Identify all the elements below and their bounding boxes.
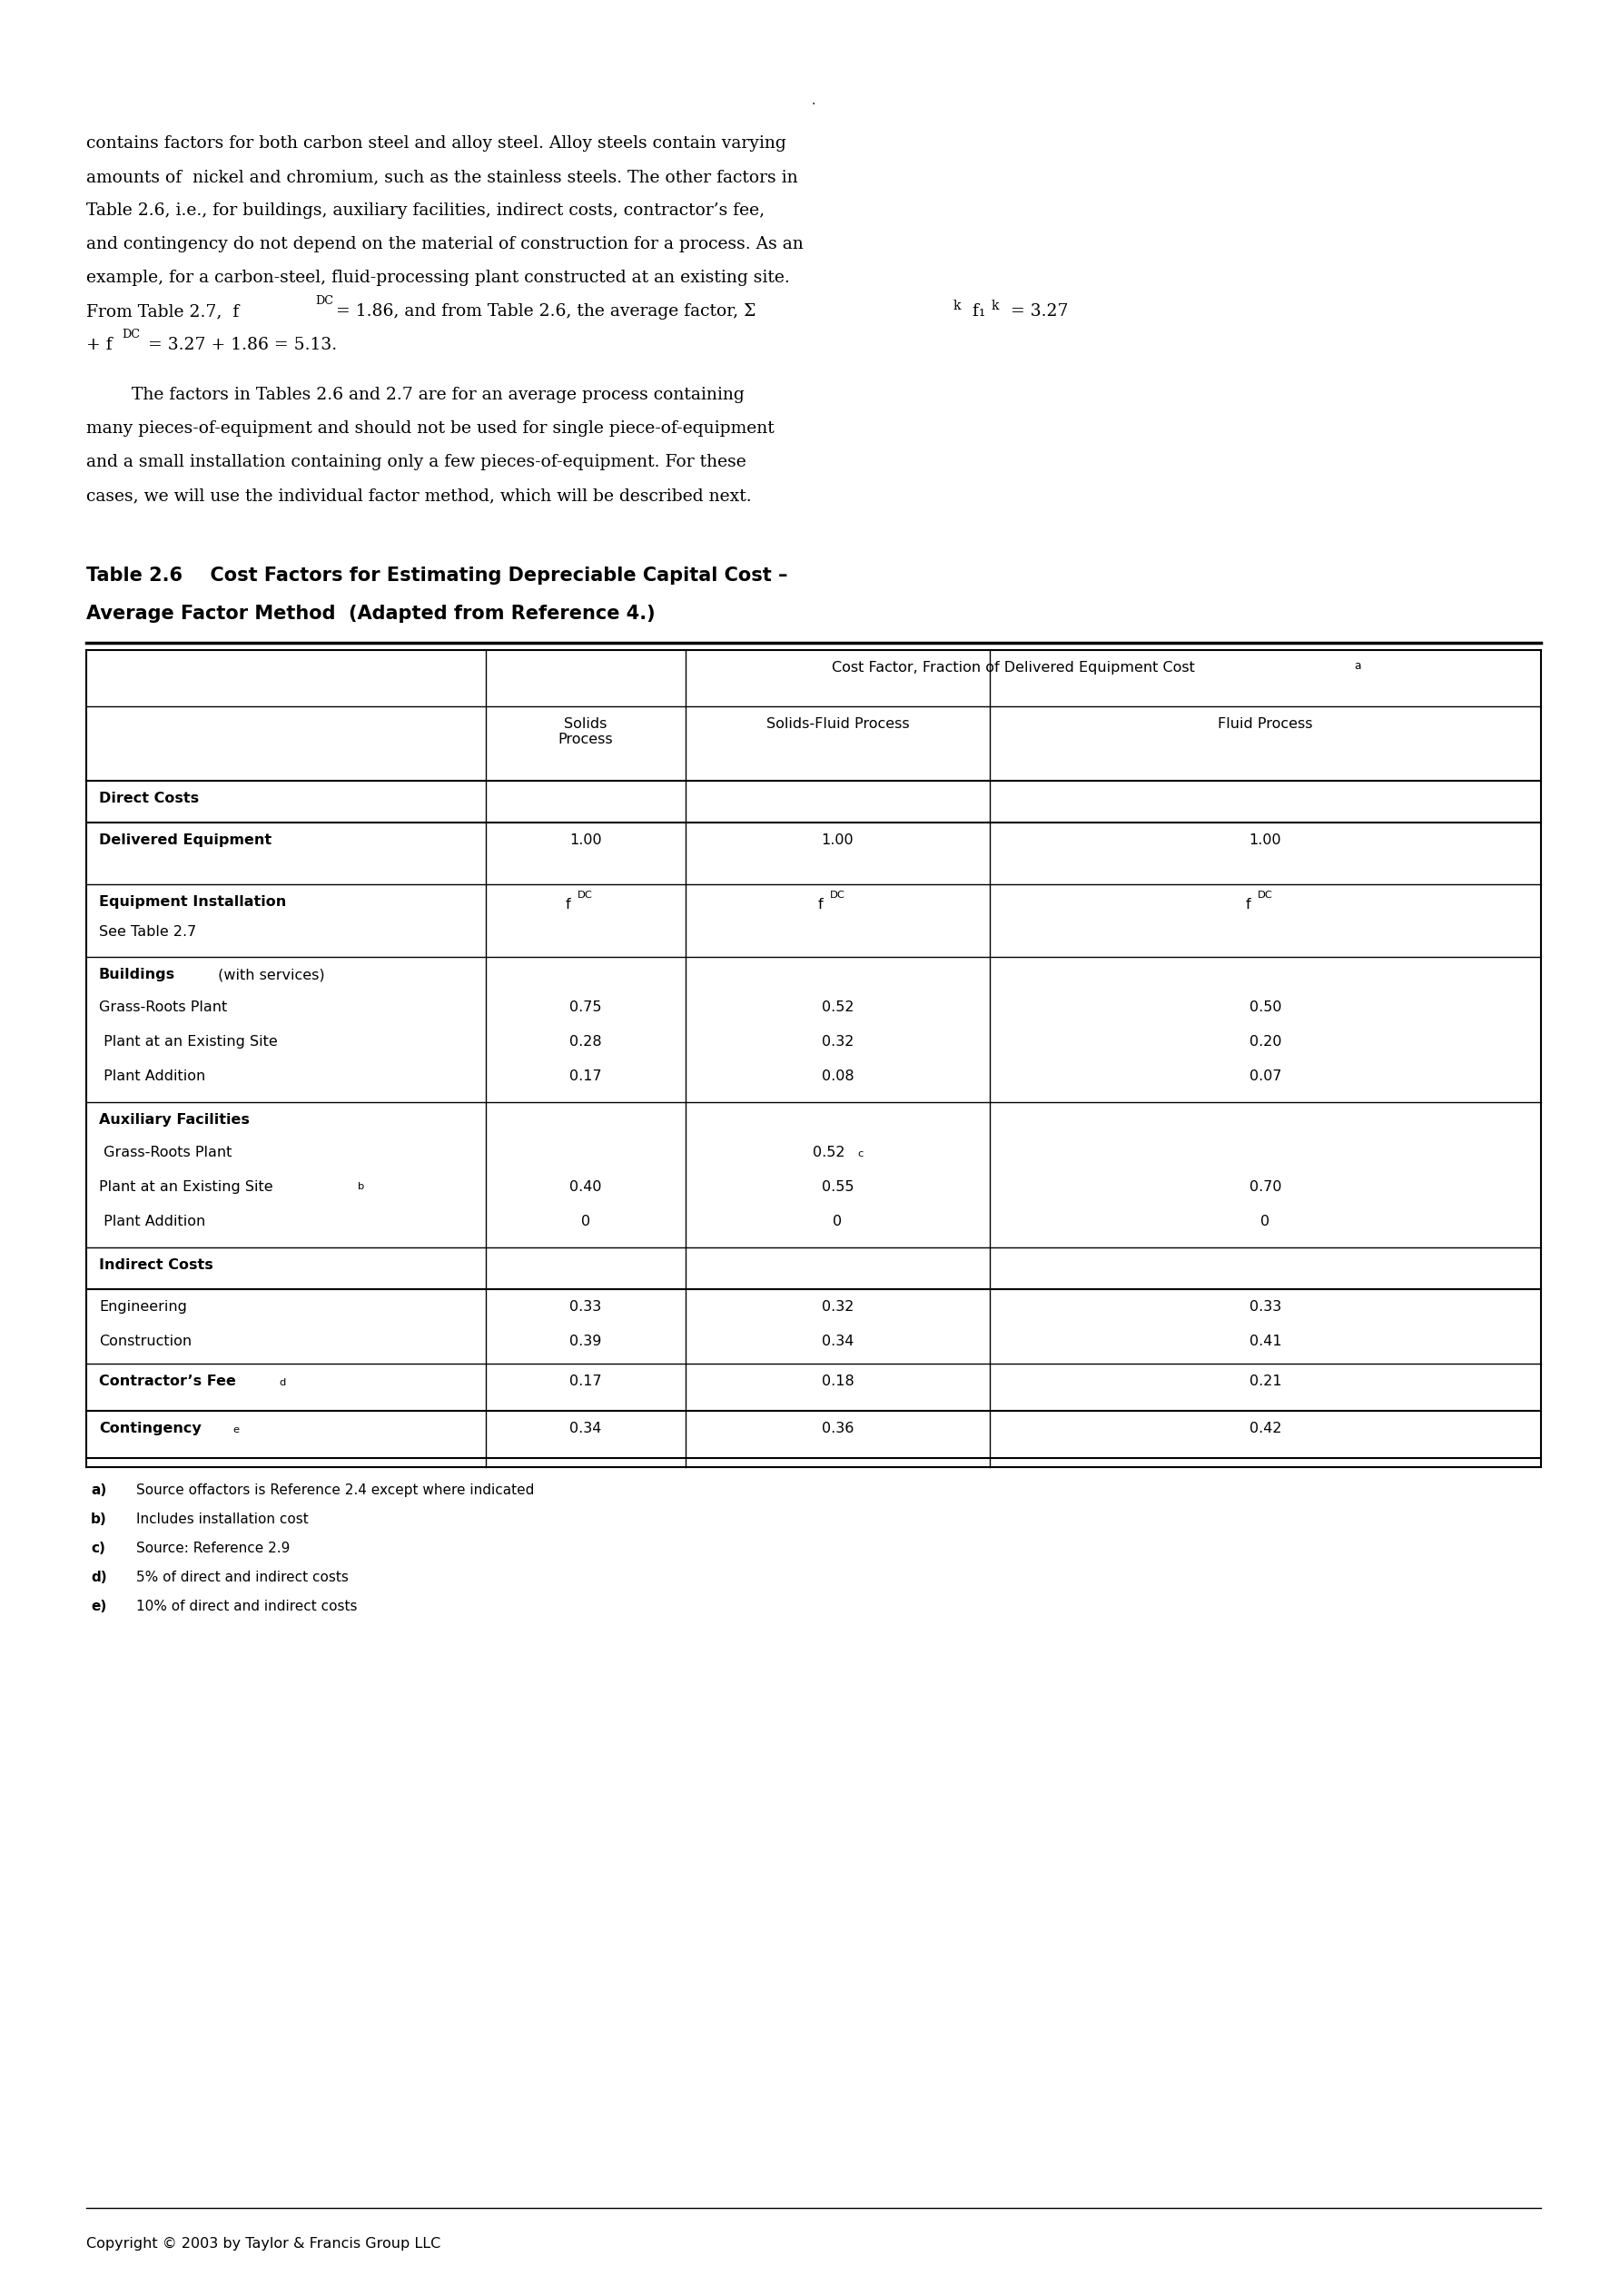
Text: c: c [858, 1150, 864, 1159]
Text: 0: 0 [834, 1215, 842, 1228]
Text: 0.32: 0.32 [822, 1300, 854, 1313]
Text: See Table 2.7: See Table 2.7 [99, 925, 197, 939]
Text: DC: DC [315, 296, 333, 308]
Text: The factors in Tables 2.6 and 2.7 are for an average process containing: The factors in Tables 2.6 and 2.7 are fo… [131, 386, 744, 404]
Text: 0.28: 0.28 [570, 1035, 602, 1049]
Text: Source: Reference 2.9: Source: Reference 2.9 [136, 1541, 290, 1554]
Text: a): a) [91, 1483, 107, 1497]
Text: DC: DC [122, 328, 139, 340]
Text: and contingency do not depend on the material of construction for a process. As : and contingency do not depend on the mat… [86, 236, 803, 253]
Text: Indirect Costs: Indirect Costs [99, 1258, 213, 1272]
Text: 10% of direct and indirect costs: 10% of direct and indirect costs [136, 1600, 357, 1614]
Text: 0: 0 [1261, 1215, 1270, 1228]
Text: b): b) [91, 1513, 107, 1527]
Text: Source offactors is Reference 2.4 except where indicated: Source offactors is Reference 2.4 except… [136, 1483, 534, 1497]
Text: 0.20: 0.20 [1250, 1035, 1282, 1049]
Text: 1.00: 1.00 [821, 833, 854, 847]
Text: f: f [566, 898, 571, 912]
Text: 0.42: 0.42 [1250, 1421, 1282, 1435]
Text: 0: 0 [581, 1215, 590, 1228]
Text: DC: DC [1258, 891, 1272, 900]
Text: f: f [1245, 898, 1251, 912]
Text: 0.55: 0.55 [821, 1180, 854, 1194]
Text: Solids-Fluid Process: Solids-Fluid Process [766, 716, 909, 730]
Text: = 3.27: = 3.27 [1005, 303, 1069, 319]
Text: 0.41: 0.41 [1250, 1334, 1282, 1348]
Text: 5% of direct and indirect costs: 5% of direct and indirect costs [136, 1570, 349, 1584]
Text: Buildings: Buildings [99, 969, 176, 980]
Text: 0.32: 0.32 [822, 1035, 854, 1049]
Text: k: k [992, 298, 1000, 312]
Text: Construction: Construction [99, 1334, 192, 1348]
Text: 0.07: 0.07 [1250, 1070, 1282, 1084]
Text: 0.33: 0.33 [570, 1300, 602, 1313]
Text: 1.00: 1.00 [570, 833, 602, 847]
Text: + f: + f [86, 338, 112, 354]
Text: 0.08: 0.08 [821, 1070, 854, 1084]
Text: Grass-Roots Plant: Grass-Roots Plant [99, 1146, 232, 1159]
Text: c): c) [91, 1541, 106, 1554]
Text: Delivered Equipment: Delivered Equipment [99, 833, 272, 847]
Text: Copyright © 2003 by Taylor & Francis Group LLC: Copyright © 2003 by Taylor & Francis Gro… [86, 2236, 440, 2250]
Text: .: . [811, 94, 816, 108]
Text: = 1.86, and from Table 2.6, the average factor, Σ: = 1.86, and from Table 2.6, the average … [336, 303, 755, 319]
Text: 0.52: 0.52 [813, 1146, 845, 1159]
Text: Fluid Process: Fluid Process [1218, 716, 1314, 730]
Text: Table 2.6: Table 2.6 [86, 567, 182, 585]
Text: Contingency: Contingency [99, 1421, 202, 1435]
Text: many pieces-of-equipment and should not be used for single piece-of-equipment: many pieces-of-equipment and should not … [86, 420, 774, 436]
Text: contains factors for both carbon steel and alloy steel. Alloy steels contain var: contains factors for both carbon steel a… [86, 135, 786, 152]
Text: f: f [818, 898, 822, 912]
Text: Direct Costs: Direct Costs [99, 792, 198, 806]
Text: Table 2.6, i.e., for buildings, auxiliary facilities, indirect costs, contractor: Table 2.6, i.e., for buildings, auxiliar… [86, 202, 765, 218]
Text: 0.34: 0.34 [570, 1421, 602, 1435]
Text: 0.52: 0.52 [821, 1001, 854, 1015]
Text: amounts of  nickel and chromium, such as the stainless steels. The other factors: amounts of nickel and chromium, such as … [86, 170, 798, 186]
Text: f₁: f₁ [966, 303, 986, 319]
Text: Grass-Roots Plant: Grass-Roots Plant [99, 1001, 227, 1015]
Text: Contractor’s Fee: Contractor’s Fee [99, 1375, 235, 1389]
Text: 0.34: 0.34 [822, 1334, 854, 1348]
Text: e: e [232, 1426, 238, 1435]
Text: 0.50: 0.50 [1250, 1001, 1282, 1015]
Text: example, for a carbon-steel, fluid-processing plant constructed at an existing s: example, for a carbon-steel, fluid-proce… [86, 269, 790, 287]
Text: Plant at an Existing Site: Plant at an Existing Site [99, 1180, 274, 1194]
Text: Auxiliary Facilities: Auxiliary Facilities [99, 1114, 250, 1127]
Text: 0.75: 0.75 [570, 1001, 602, 1015]
Text: k: k [954, 298, 962, 312]
Text: and a small installation containing only a few pieces-of-equipment. For these: and a small installation containing only… [86, 455, 746, 471]
Text: d): d) [91, 1570, 107, 1584]
Text: 0.36: 0.36 [822, 1421, 854, 1435]
Text: Plant Addition: Plant Addition [99, 1215, 205, 1228]
Text: 1.00: 1.00 [1250, 833, 1282, 847]
Text: 0.21: 0.21 [1250, 1375, 1282, 1389]
Text: DC: DC [578, 891, 594, 900]
Text: Solids
Process: Solids Process [558, 716, 613, 746]
Text: 0.18: 0.18 [821, 1375, 854, 1389]
Text: Equipment Installation: Equipment Installation [99, 895, 286, 909]
Text: 0.33: 0.33 [1250, 1300, 1282, 1313]
Text: 0.40: 0.40 [570, 1180, 602, 1194]
Text: (with services): (with services) [213, 969, 325, 980]
Text: 0.17: 0.17 [570, 1070, 602, 1084]
Text: 0.17: 0.17 [570, 1375, 602, 1389]
Text: = 3.27 + 1.86 = 5.13.: = 3.27 + 1.86 = 5.13. [142, 338, 338, 354]
Text: Cost Factor, Fraction of Delivered Equipment Cost: Cost Factor, Fraction of Delivered Equip… [832, 661, 1195, 675]
Text: From Table 2.7,  f: From Table 2.7, f [86, 303, 238, 319]
Text: DC: DC [829, 891, 845, 900]
Text: a: a [1354, 659, 1360, 673]
Text: Plant Addition: Plant Addition [99, 1070, 205, 1084]
Text: cases, we will use the individual factor method, which will be described next.: cases, we will use the individual factor… [86, 487, 752, 503]
Text: Includes installation cost: Includes installation cost [136, 1513, 309, 1527]
Text: Plant at an Existing Site: Plant at an Existing Site [99, 1035, 278, 1049]
Text: e): e) [91, 1600, 107, 1614]
Text: 0.39: 0.39 [570, 1334, 602, 1348]
Text: Average Factor Method  (Adapted from Reference 4.): Average Factor Method (Adapted from Refe… [86, 604, 656, 622]
Text: d: d [278, 1378, 285, 1387]
Text: b: b [358, 1182, 365, 1192]
Text: 0.70: 0.70 [1250, 1180, 1282, 1194]
Text: Engineering: Engineering [99, 1300, 187, 1313]
Text: Cost Factors for Estimating Depreciable Capital Cost –: Cost Factors for Estimating Depreciable … [197, 567, 787, 585]
